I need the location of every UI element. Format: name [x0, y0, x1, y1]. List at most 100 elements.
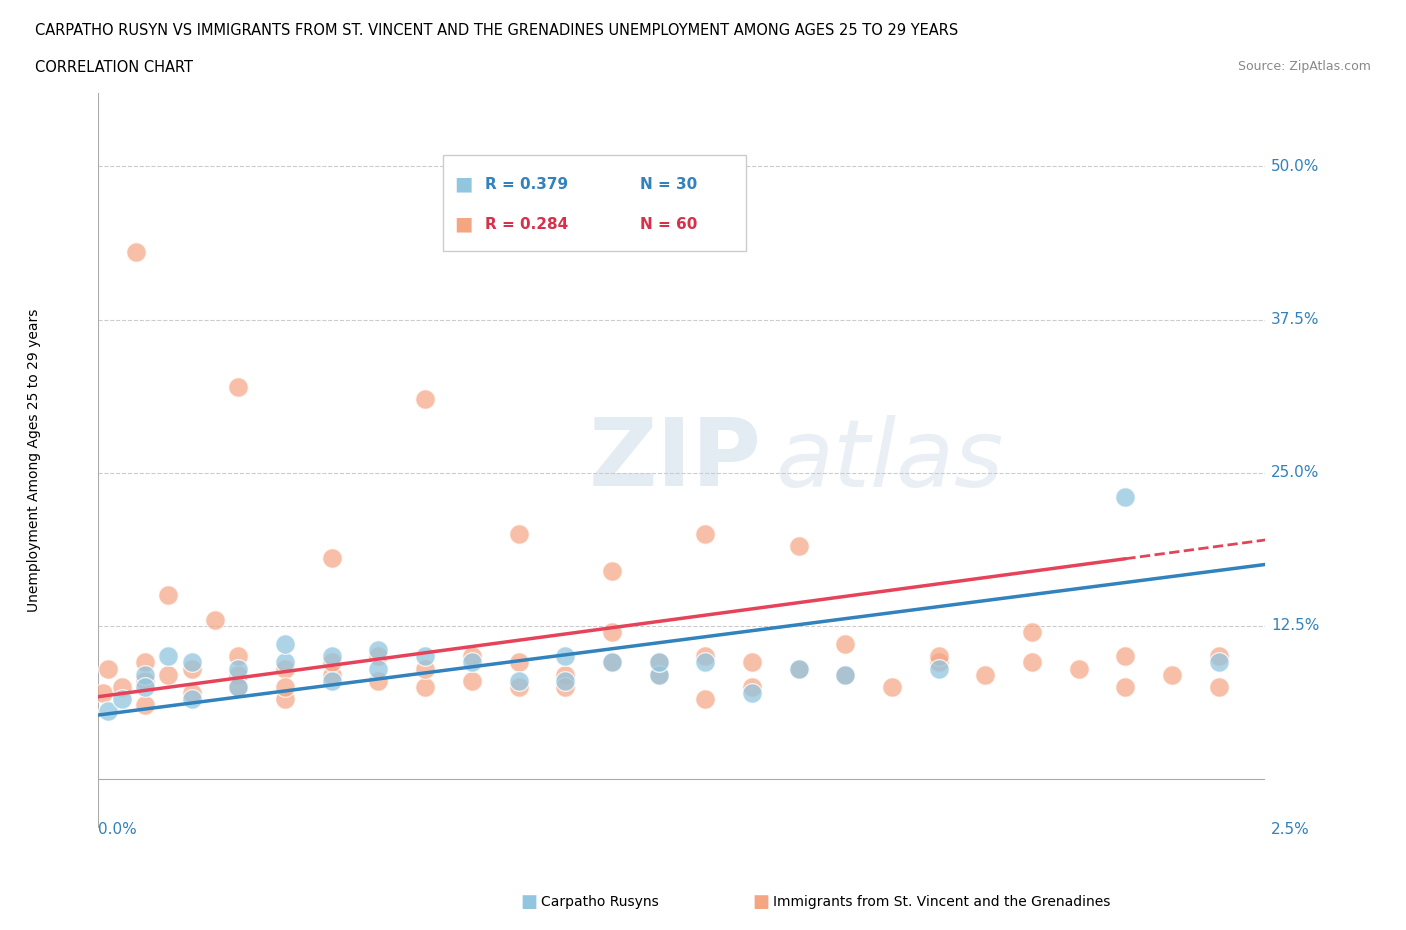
Point	[647, 655, 669, 670]
Text: CORRELATION CHART: CORRELATION CHART	[35, 60, 193, 75]
Text: atlas: atlas	[775, 415, 1004, 506]
Point	[367, 643, 389, 658]
Point	[554, 673, 576, 688]
Point	[1067, 661, 1090, 676]
Text: ■: ■	[520, 893, 537, 911]
Point	[554, 649, 576, 664]
Point	[274, 637, 297, 652]
Point	[413, 661, 436, 676]
Point	[834, 667, 856, 682]
Point	[600, 564, 623, 578]
Point	[741, 685, 763, 700]
Point	[928, 649, 950, 664]
Text: R = 0.284: R = 0.284	[485, 217, 568, 232]
Point	[554, 667, 576, 682]
Point	[180, 685, 202, 700]
Point	[834, 637, 856, 652]
Text: R = 0.379: R = 0.379	[485, 177, 568, 192]
Point	[787, 661, 810, 676]
Point	[461, 649, 484, 664]
Point	[111, 692, 134, 707]
Point	[97, 704, 120, 719]
Point	[321, 551, 343, 565]
Point	[228, 680, 250, 695]
Point	[180, 661, 202, 676]
Point	[880, 680, 903, 695]
Point	[367, 673, 389, 688]
Point	[600, 655, 623, 670]
Point	[1114, 680, 1136, 695]
Text: ZIP: ZIP	[589, 415, 762, 506]
Point	[180, 692, 202, 707]
Text: 0.0%: 0.0%	[98, 821, 138, 837]
Point	[1021, 655, 1043, 670]
Text: Carpatho Rusyns: Carpatho Rusyns	[541, 895, 659, 910]
Point	[600, 655, 623, 670]
Text: Source: ZipAtlas.com: Source: ZipAtlas.com	[1237, 60, 1371, 73]
Text: ■: ■	[454, 175, 472, 193]
Point	[180, 655, 202, 670]
Text: ■: ■	[752, 893, 769, 911]
Point	[321, 667, 343, 682]
Point	[228, 661, 250, 676]
Point	[600, 624, 623, 639]
Point	[134, 673, 156, 688]
Text: N = 60: N = 60	[640, 217, 697, 232]
Point	[413, 392, 436, 406]
Point	[787, 538, 810, 553]
Point	[274, 692, 297, 707]
Point	[134, 667, 156, 682]
Text: N = 30: N = 30	[640, 177, 697, 192]
Text: Unemployment Among Ages 25 to 29 years: Unemployment Among Ages 25 to 29 years	[27, 309, 41, 612]
Point	[787, 661, 810, 676]
Point	[321, 655, 343, 670]
Point	[228, 649, 250, 664]
Text: 2.5%: 2.5%	[1271, 821, 1310, 837]
Point	[204, 612, 226, 627]
Point	[228, 680, 250, 695]
Point	[413, 649, 436, 664]
Point	[274, 680, 297, 695]
Point	[111, 680, 134, 695]
Text: CARPATHO RUSYN VS IMMIGRANTS FROM ST. VINCENT AND THE GRENADINES UNEMPLOYMENT AM: CARPATHO RUSYN VS IMMIGRANTS FROM ST. VI…	[35, 23, 959, 38]
Point	[461, 655, 484, 670]
Text: ■: ■	[454, 215, 472, 233]
Point	[97, 661, 120, 676]
Point	[928, 661, 950, 676]
Point	[134, 680, 156, 695]
Point	[695, 692, 717, 707]
Point	[1114, 649, 1136, 664]
Point	[1161, 667, 1184, 682]
Text: 50.0%: 50.0%	[1271, 159, 1320, 174]
Point	[1021, 624, 1043, 639]
Point	[157, 667, 180, 682]
Point	[274, 655, 297, 670]
Point	[228, 667, 250, 682]
Text: Immigrants from St. Vincent and the Grenadines: Immigrants from St. Vincent and the Gren…	[773, 895, 1111, 910]
Point	[367, 661, 389, 676]
Point	[321, 649, 343, 664]
Point	[91, 685, 114, 700]
Point	[157, 588, 180, 603]
Point	[1208, 655, 1230, 670]
Text: 12.5%: 12.5%	[1271, 618, 1320, 633]
Point	[461, 673, 484, 688]
Point	[508, 673, 530, 688]
Point	[695, 526, 717, 541]
Point	[741, 680, 763, 695]
Text: 37.5%: 37.5%	[1271, 312, 1320, 327]
Point	[508, 655, 530, 670]
Point	[695, 655, 717, 670]
Point	[695, 649, 717, 664]
Point	[1114, 490, 1136, 505]
Point	[125, 245, 148, 259]
Point	[647, 667, 669, 682]
Point	[647, 655, 669, 670]
Point	[974, 667, 997, 682]
Text: 25.0%: 25.0%	[1271, 465, 1320, 480]
Point	[508, 526, 530, 541]
Point	[134, 655, 156, 670]
Point	[134, 698, 156, 712]
Point	[834, 667, 856, 682]
Point	[367, 649, 389, 664]
